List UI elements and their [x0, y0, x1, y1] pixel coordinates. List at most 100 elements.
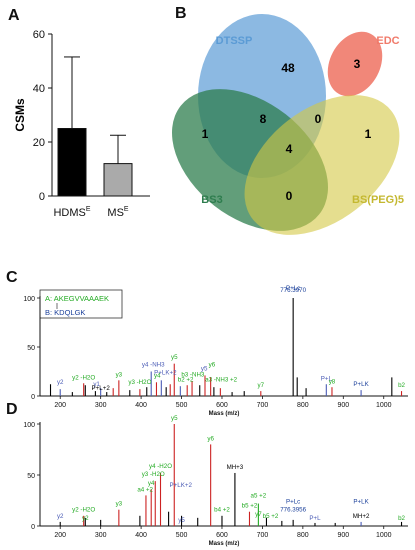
spectrum-d-peak-label: y5	[171, 415, 178, 422]
spectrum-c-peak-label: y1	[93, 381, 100, 388]
spectrum-d-peak-label: y7	[255, 511, 262, 518]
spectrum-d-peak-label: P+LK+2	[170, 482, 193, 489]
spectrum-d-x-tick-label: 500	[176, 532, 188, 539]
spectrum-d-x-tick-label: 700	[257, 532, 269, 539]
venn-count-edc: 3	[354, 57, 361, 71]
spectrum-c-peak-label: y6	[209, 362, 216, 369]
spectrum-c-x-tick-label: 1000	[376, 402, 392, 409]
spectrum-d-x-axis-label: Mass (m/z)	[209, 541, 240, 547]
spectrum-c-peak-label: 776.3970	[280, 287, 306, 294]
bar-category-label: MSE	[107, 206, 129, 219]
spectrum-d-peak-label: y2	[82, 515, 89, 522]
spectrum-d-peak-label: y2	[57, 513, 64, 520]
spectrum-c-x-tick-label: 700	[257, 402, 269, 409]
spectrum-c-peak-label: y8	[329, 378, 336, 385]
spectrum-d-peak-label: y4 -H2O	[149, 463, 172, 470]
spectrum-c-peak-label: P+L	[321, 375, 333, 382]
spectrum-c: A: AKEGVVAAAEK B: KDQLGK 0 50 100 200 300 400…	[23, 285, 408, 417]
spectrum-c-x-axis-label: Mass (m/z)	[209, 411, 240, 417]
panel-label-b: B	[175, 5, 187, 22]
spectrum-c-peak-label: y4 -NH3	[142, 362, 165, 369]
spectrum-d-y-tick-label: 0	[31, 524, 35, 531]
spectrum-d-peak-label: P+Lc	[286, 499, 300, 506]
spectrum-c-peak-label: y2 -H2O	[72, 374, 95, 381]
panel-label-c: C	[6, 269, 18, 286]
spectrum-c-peak-label: P+L+2	[92, 385, 111, 392]
spectrum-d-peak-label: a5 +2	[251, 492, 267, 499]
spectrum-d-x-tick-label: 400	[135, 532, 147, 539]
venn-label-edc: EDC	[376, 35, 399, 47]
bar-y-tick-label: 0	[39, 191, 45, 203]
spectrum-c-y-tick-label: 0	[31, 394, 35, 401]
peptide-b-label: B: KDQLGK	[45, 308, 85, 317]
bar-y-tick-label: 40	[33, 83, 45, 95]
peptide-a-label: A: AKEGVVAAAEK	[45, 294, 109, 303]
venn-label-bs3: BS3	[201, 194, 222, 206]
spectrum-d-peak-label: a4 +2	[137, 486, 153, 493]
spectrum-c-x-tick-label: 900	[337, 402, 349, 409]
spectrum-c-peak-label: y5	[201, 366, 208, 373]
spectrum-c-x-tick-label: 300	[95, 402, 107, 409]
venn-count-bs3-bspeg5: 0	[286, 189, 293, 203]
spectrum-d-peak-label: y3	[116, 501, 123, 508]
spectrum-c-peak-label: b2	[398, 382, 405, 389]
spectrum-c-peak-label: P+Lc	[286, 285, 300, 292]
peptide-legend	[39, 289, 123, 319]
spectrum-d-peak-label: y3 -H2O	[142, 471, 165, 478]
venn-set-bspeg5	[244, 95, 400, 235]
spectrum-c-peak-label: y5	[171, 354, 178, 361]
spectrum-c-peak-label: P+LK	[353, 381, 369, 388]
spectrum-d-x-tick-label: 200	[54, 532, 66, 539]
venn-count-center: 4	[286, 142, 293, 156]
venn-count-dtssp-bs3: 8	[260, 112, 267, 126]
spectrum-c-x-tick-label: 400	[135, 402, 147, 409]
spectrum-d-peak-label: y2 -H2O	[72, 507, 95, 514]
venn-label-bspeg5: BS(PEG)5	[352, 194, 404, 206]
bar-y-tick-label: 60	[33, 29, 45, 41]
spectrum-d-y-tick-label: 50	[27, 473, 35, 480]
spectrum-c-peak-label: P+LK+2	[154, 369, 177, 376]
spectrum-c-peak-label: y2	[57, 379, 64, 386]
spectrum-d-y-tick-label: 100	[23, 422, 35, 429]
spectrum-d-peak-label: 776.3956	[280, 507, 306, 514]
spectrum-d-peak-label: b5 +2	[242, 503, 258, 510]
bar-category-label: HDMSE	[53, 206, 90, 219]
spectrum-d-x-tick-label: 900	[337, 532, 349, 539]
spectrum-c-x-tick-label: 500	[176, 402, 188, 409]
spectrum-c-x-tick-label: 200	[54, 402, 66, 409]
spectrum-c-peak-label: y3 -H2O	[128, 379, 151, 386]
spectrum-c-y-tick-label: 100	[23, 296, 35, 303]
bar-y-tick-label: 20	[33, 137, 45, 149]
panel-label-d: D	[6, 401, 18, 418]
spectrum-d-peak-label: MH+2	[353, 513, 370, 520]
panel-label-a: A	[8, 7, 20, 24]
venn-set-edc	[327, 31, 383, 97]
spectrum-c-peak-label: y7	[258, 382, 265, 389]
spectrum-d-x-tick-label: 1000	[376, 532, 392, 539]
bar	[57, 128, 87, 197]
bar	[103, 163, 133, 197]
spectrum-d: 0 50 100 200 300 400 500 600 700 800 900 1000 Mass (…	[23, 415, 408, 547]
spectrum-c-x-tick-label: 800	[297, 402, 309, 409]
spectrum-c-peak-label: y4	[154, 372, 161, 379]
spectrum-d-peak-label: b2	[398, 515, 405, 522]
spectrum-d-peak-label: b5 +2	[263, 513, 279, 520]
spectrum-d-peak-label: y5	[178, 517, 185, 524]
spectrum-d-peak-label: P+L	[309, 515, 321, 522]
spectrum-d-peak-label: b4 +2	[214, 507, 230, 514]
spectrum-d-peak-label: P+LK	[353, 499, 369, 506]
bar-y-axis-label: CSMs	[13, 98, 27, 132]
spectrum-c-peak-label: a3 -NH3 +2	[205, 376, 237, 383]
spectrum-d-x-tick-label: 300	[95, 532, 107, 539]
spectrum-d-x-tick-label: 800	[297, 532, 309, 539]
bar-chart: CSMs 0 20 40 60 HDMSE MSE	[13, 29, 150, 219]
spectrum-c-y-tick-label: 50	[27, 345, 35, 352]
spectrum-d-peak-label: MH+3	[227, 464, 244, 471]
spectrum-d-peak-label: y6	[207, 435, 214, 442]
venn-count-bspeg5: 1	[365, 127, 372, 141]
venn-count-bs3: 1	[202, 127, 209, 141]
spectrum-c-peak-label: y3	[116, 371, 123, 378]
spectrum-c-peak-label: b2 +2	[178, 376, 194, 383]
venn-label-dtssp: DTSSP	[216, 35, 253, 47]
